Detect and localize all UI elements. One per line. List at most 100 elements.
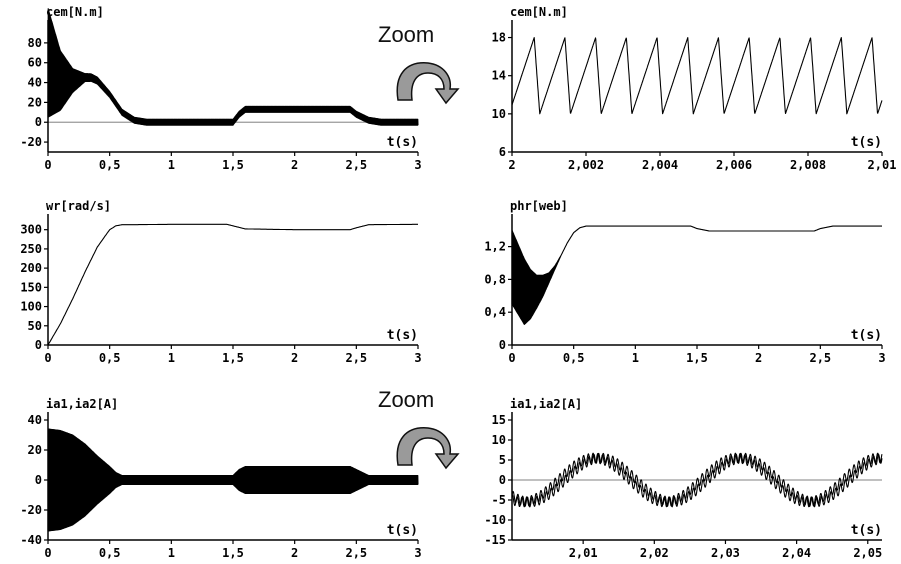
y-tick-label: -10 (484, 513, 506, 527)
y-tick-label: 5 (499, 453, 506, 467)
x-tick-label: 2 (755, 351, 762, 365)
x-axis-label: t(s) (387, 328, 418, 343)
x-axis-label: t(s) (851, 328, 882, 343)
x-tick-label: 2,004 (642, 158, 678, 172)
y-tick-label: 18 (492, 31, 506, 45)
x-tick-label: 1,5 (686, 351, 708, 365)
y-tick-label: 0,8 (484, 272, 506, 286)
x-tick-label: 2,05 (853, 546, 882, 560)
y-axis-label: ia1,ia2[A] (46, 397, 118, 411)
y-tick-label: -40 (20, 533, 42, 547)
y-tick-label: 40 (28, 413, 42, 427)
x-tick-label: 1,5 (222, 158, 244, 172)
y-axis-label: phr[web] (510, 199, 568, 213)
x-tick-label: 2,5 (345, 158, 367, 172)
y-axis-label: ia1,ia2[A] (510, 397, 582, 411)
x-tick-label: 1,5 (222, 546, 244, 560)
x-tick-label: 0 (44, 351, 51, 365)
x-tick-label: 0,5 (99, 158, 121, 172)
x-tick-label: 0,5 (99, 351, 121, 365)
x-tick-label: 2,5 (345, 351, 367, 365)
y-axis-label: cem[N.m] (46, 5, 104, 19)
x-tick-label: 2,006 (716, 158, 752, 172)
x-tick-label: 3 (878, 351, 885, 365)
y-tick-label: 50 (28, 319, 42, 333)
x-tick-label: 1 (632, 351, 639, 365)
y-tick-label: 150 (20, 280, 42, 294)
y-tick-label: 0 (35, 338, 42, 352)
x-tick-label: 2,01 (569, 546, 598, 560)
x-tick-label: 2,01 (868, 158, 897, 172)
y-tick-label: 250 (20, 242, 42, 256)
y-tick-label: 10 (492, 433, 506, 447)
x-tick-label: 2,002 (568, 158, 604, 172)
x-tick-label: 0 (44, 546, 51, 560)
x-tick-label: 2,5 (809, 351, 831, 365)
series-line (511, 452, 883, 508)
y-tick-label: 300 (20, 223, 42, 237)
x-tick-label: 0 (508, 351, 515, 365)
x-tick-label: 3 (414, 546, 421, 560)
chart-4: 0 0,4 0,8 1,2 0 0,5 1 1,5 2 2,5 3 phr[web] t(s) (484, 199, 885, 365)
y-axis-label: wr[rad/s] (46, 199, 111, 213)
y-tick-label: 0 (35, 115, 42, 129)
y-tick-label: 0,4 (484, 305, 506, 319)
x-tick-label: 3 (414, 158, 421, 172)
series-line (511, 452, 883, 508)
y-tick-label: 40 (28, 76, 42, 90)
x-tick-label: 0,5 (563, 351, 585, 365)
chart-5: -40 -20 0 20 40 0 0,5 1 1,5 2 2,5 3 ia1,ia2[A] t(s) (20, 397, 421, 560)
chart-3: 0 50 100 150 200 250 300 0 0,5 1 1,5 2 2,5 3 wr[rad/s]… (20, 199, 421, 365)
y-tick-label: 0 (499, 473, 506, 487)
chart-6: -15 -10 -5 0 5 10 15 2,01 2,02 2,03 2,04 2,05 ia1,ia… (484, 397, 883, 560)
curved-zoom-arrow-icon (396, 427, 460, 470)
y-tick-label: 0 (499, 338, 506, 352)
x-tick-label: 1 (168, 158, 175, 172)
y-tick-label: -15 (484, 533, 506, 547)
y-tick-label: 200 (20, 261, 42, 275)
x-tick-label: 1,5 (222, 351, 244, 365)
x-tick-label: 2,008 (790, 158, 826, 172)
y-tick-label: 6 (499, 145, 506, 159)
zoom-label-bottom: Zoom (378, 387, 435, 412)
y-tick-label: 20 (28, 443, 42, 457)
x-tick-label: 3 (414, 351, 421, 365)
x-tick-label: 0,5 (99, 546, 121, 560)
y-tick-label: -20 (20, 135, 42, 149)
chart-2: 6 10 14 18 2 2,002 2,004 2,006 2,008 2,01 cem[N.m]… (492, 5, 897, 172)
y-tick-label: 60 (28, 56, 42, 70)
x-axis-label: t(s) (387, 135, 418, 150)
series-line (47, 223, 418, 346)
y-tick-label: 100 (20, 300, 42, 314)
x-tick-label: 2 (508, 158, 515, 172)
series-line (47, 8, 419, 126)
zoom-label-top: Zoom (378, 22, 435, 47)
x-tick-label: 2,5 (345, 546, 367, 560)
x-tick-label: 0 (44, 158, 51, 172)
x-tick-label: 2 (291, 158, 298, 172)
x-axis-label: t(s) (851, 135, 882, 150)
y-tick-label: -5 (492, 493, 506, 507)
x-tick-label: 2,04 (782, 546, 811, 560)
x-axis-label: t(s) (387, 523, 418, 538)
x-tick-label: 2,02 (640, 546, 669, 560)
y-tick-label: 10 (492, 107, 506, 121)
y-tick-label: 80 (28, 36, 42, 50)
y-tick-label: 20 (28, 95, 42, 109)
x-tick-label: 2 (291, 546, 298, 560)
y-axis-label: cem[N.m] (510, 5, 568, 19)
series-line (511, 37, 883, 115)
y-tick-label: 14 (492, 69, 506, 83)
x-tick-label: 2 (291, 351, 298, 365)
x-tick-label: 1 (168, 546, 175, 560)
curved-zoom-arrow-icon (396, 62, 460, 105)
x-axis-label: t(s) (851, 523, 882, 538)
y-tick-label: 15 (492, 413, 506, 427)
x-tick-label: 2,03 (711, 546, 740, 560)
y-tick-label: 0 (35, 473, 42, 487)
series-line (47, 428, 419, 532)
y-tick-label: 1,2 (484, 240, 506, 254)
y-tick-label: -20 (20, 503, 42, 517)
